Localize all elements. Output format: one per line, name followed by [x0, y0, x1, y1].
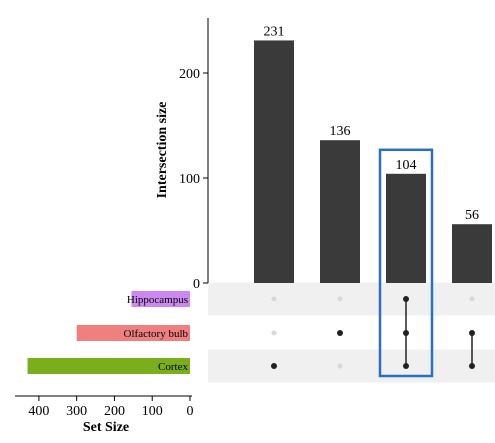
matrix-dot-active: [469, 330, 475, 336]
matrix-dot-active: [403, 296, 409, 302]
set-size-bars: [27, 291, 190, 374]
matrix-stripe: [208, 349, 495, 383]
intersection-bars: [254, 40, 492, 284]
matrix-dot-inactive: [271, 296, 277, 302]
set-tick-label: 300: [66, 404, 87, 419]
y-tick-label: 0: [193, 277, 200, 292]
matrix-dot-inactive: [337, 296, 343, 302]
highlight-box: [378, 148, 434, 378]
matrix-dot-inactive: [271, 330, 277, 336]
matrix-stripes: [208, 282, 495, 383]
set-size-bar: [76, 325, 190, 341]
set-tick-label: 100: [142, 404, 163, 419]
set-label: Hippocampus: [127, 294, 188, 306]
set-labels: Hippocampus Olfactory bulb Cortex: [124, 294, 189, 373]
set-label: Olfactory bulb: [124, 328, 189, 340]
intersection-bar: [320, 140, 360, 283]
set-size-bar: [27, 358, 190, 374]
intersection-value-label: 56: [465, 208, 479, 223]
matrix-dot-active: [403, 330, 409, 336]
intersection-value-label: 136: [330, 124, 351, 139]
set-tick-label: 200: [104, 404, 125, 419]
set-label: Cortex: [158, 361, 188, 373]
intersection-matrix: [271, 296, 475, 369]
matrix-dot-active: [271, 363, 277, 369]
set-size-bar: [131, 291, 190, 307]
matrix-dot-active: [469, 363, 475, 369]
matrix-dot-inactive: [337, 363, 343, 369]
intersection-value-label: 104: [396, 158, 417, 173]
y-axis: 0 100 200: [179, 18, 209, 292]
matrix-dot-active: [403, 363, 409, 369]
intersection-bar: [254, 40, 294, 284]
set-size-axis-title: Set Size: [83, 420, 129, 435]
set-tick-label: 0: [187, 404, 194, 419]
matrix-stripe: [208, 282, 495, 316]
y-tick-label: 200: [179, 67, 200, 82]
intersection-bar: [386, 173, 426, 283]
set-size-axis: 400 300 200 100 0: [15, 395, 194, 419]
intersection-value-labels: 231 136 104 56: [264, 24, 480, 223]
matrix-dot-active: [337, 330, 343, 336]
intersection-bar: [452, 224, 492, 283]
set-tick-label: 400: [28, 404, 49, 419]
intersection-value-label: 231: [264, 24, 285, 39]
matrix-dot-inactive: [469, 296, 475, 302]
y-axis-title: Intersection size: [155, 102, 170, 199]
y-tick-label: 100: [179, 172, 200, 187]
